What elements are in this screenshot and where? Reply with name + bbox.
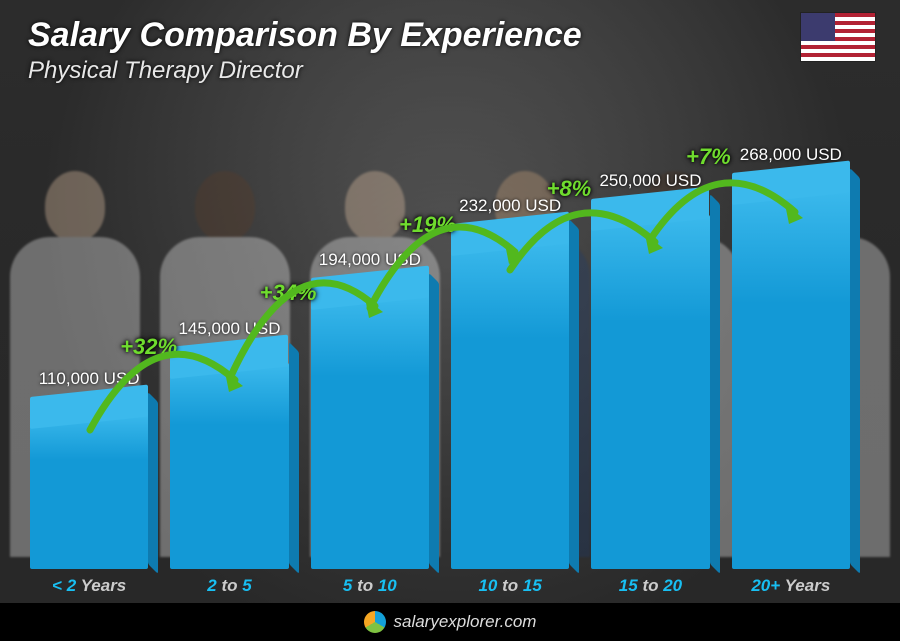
- site-logo-icon: [364, 611, 386, 633]
- bar-column: 268,000 USD: [732, 145, 850, 569]
- bar-column: 145,000 USD: [170, 319, 288, 569]
- pct-change-label: +19%: [399, 212, 456, 238]
- category-label: 15 to 20: [591, 576, 709, 596]
- bar-column: 250,000 USD: [591, 171, 709, 569]
- category-labels: < 2 Years 2 to 5 5 to 10 10 to 15 15 to 20 20…: [30, 569, 850, 603]
- bar-column: 110,000 USD: [30, 369, 148, 569]
- salary-bar-chart: 110,000 USD145,000 USD 194,000 USD 232,000…: [30, 120, 850, 603]
- bar: [170, 363, 288, 569]
- page-subtitle: Physical Therapy Director: [28, 57, 872, 85]
- bar-column: 232,000 USD: [451, 196, 569, 569]
- flag-icon: [800, 12, 876, 62]
- pct-change-label: +34%: [260, 280, 317, 306]
- bar: [732, 189, 850, 569]
- pct-change-label: +8%: [547, 176, 592, 202]
- bar: [591, 215, 709, 569]
- site-name: salaryexplorer.com: [394, 612, 537, 632]
- bar: [311, 294, 429, 569]
- category-label: 20+ Years: [732, 576, 850, 596]
- pct-change-label: +32%: [120, 334, 177, 360]
- category-label: 10 to 15: [451, 576, 569, 596]
- header: Salary Comparison By Experience Physical…: [28, 16, 872, 85]
- value-label: 194,000 USD: [319, 250, 421, 270]
- bar: [451, 240, 569, 569]
- category-label: 2 to 5: [170, 576, 288, 596]
- category-label: < 2 Years: [30, 576, 148, 596]
- bar: [30, 413, 148, 569]
- bar-column: 194,000 USD: [311, 250, 429, 569]
- category-label: 5 to 10: [311, 576, 429, 596]
- footer: salaryexplorer.com: [0, 603, 900, 641]
- pct-change-label: +7%: [686, 144, 731, 170]
- page-title: Salary Comparison By Experience: [28, 16, 872, 55]
- value-label: 250,000 USD: [599, 171, 701, 191]
